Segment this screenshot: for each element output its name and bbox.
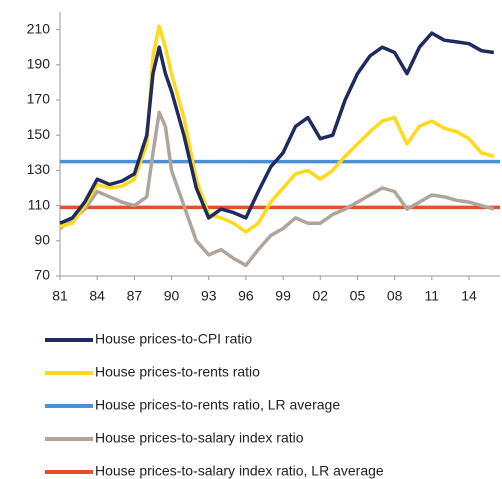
y-tick-label: 110 bbox=[28, 196, 51, 212]
x-tick-label: 08 bbox=[387, 288, 403, 304]
y-tick-label: 190 bbox=[27, 56, 51, 72]
legend-label: House prices-to-rents ratio bbox=[95, 364, 260, 380]
x-tick-label: 05 bbox=[350, 288, 366, 304]
y-tick-label: 130 bbox=[27, 161, 51, 177]
y-tick-label: 170 bbox=[27, 91, 51, 107]
line-series bbox=[59, 31, 495, 225]
legend-label: House prices-to-salary index ratio, LR a… bbox=[95, 463, 384, 479]
x-tick-label: 84 bbox=[89, 288, 105, 304]
legend-label: House prices-to-rents ratio, LR average bbox=[95, 397, 340, 413]
legend-label: House prices-to-CPI ratio bbox=[95, 331, 252, 347]
y-tick-label: 70 bbox=[34, 267, 50, 283]
x-tick-label: 11 bbox=[425, 288, 440, 304]
x-tick-label: 99 bbox=[275, 288, 291, 304]
legend-label: House prices-to-salary index ratio bbox=[95, 430, 304, 446]
x-tick-label: 93 bbox=[201, 288, 217, 304]
y-tick-label: 150 bbox=[27, 126, 51, 142]
x-tick-label: 14 bbox=[461, 288, 477, 304]
y-tick-label: 90 bbox=[34, 232, 50, 248]
x-tick-label: 87 bbox=[127, 288, 143, 304]
x-tick-label: 90 bbox=[164, 288, 180, 304]
y-tick-label: 210 bbox=[27, 20, 51, 36]
x-tick-label: 96 bbox=[238, 288, 254, 304]
x-tick-label: 02 bbox=[312, 288, 328, 304]
line-series bbox=[59, 24, 495, 234]
x-tick-label: 81 bbox=[52, 288, 68, 304]
line-series bbox=[58, 110, 495, 268]
